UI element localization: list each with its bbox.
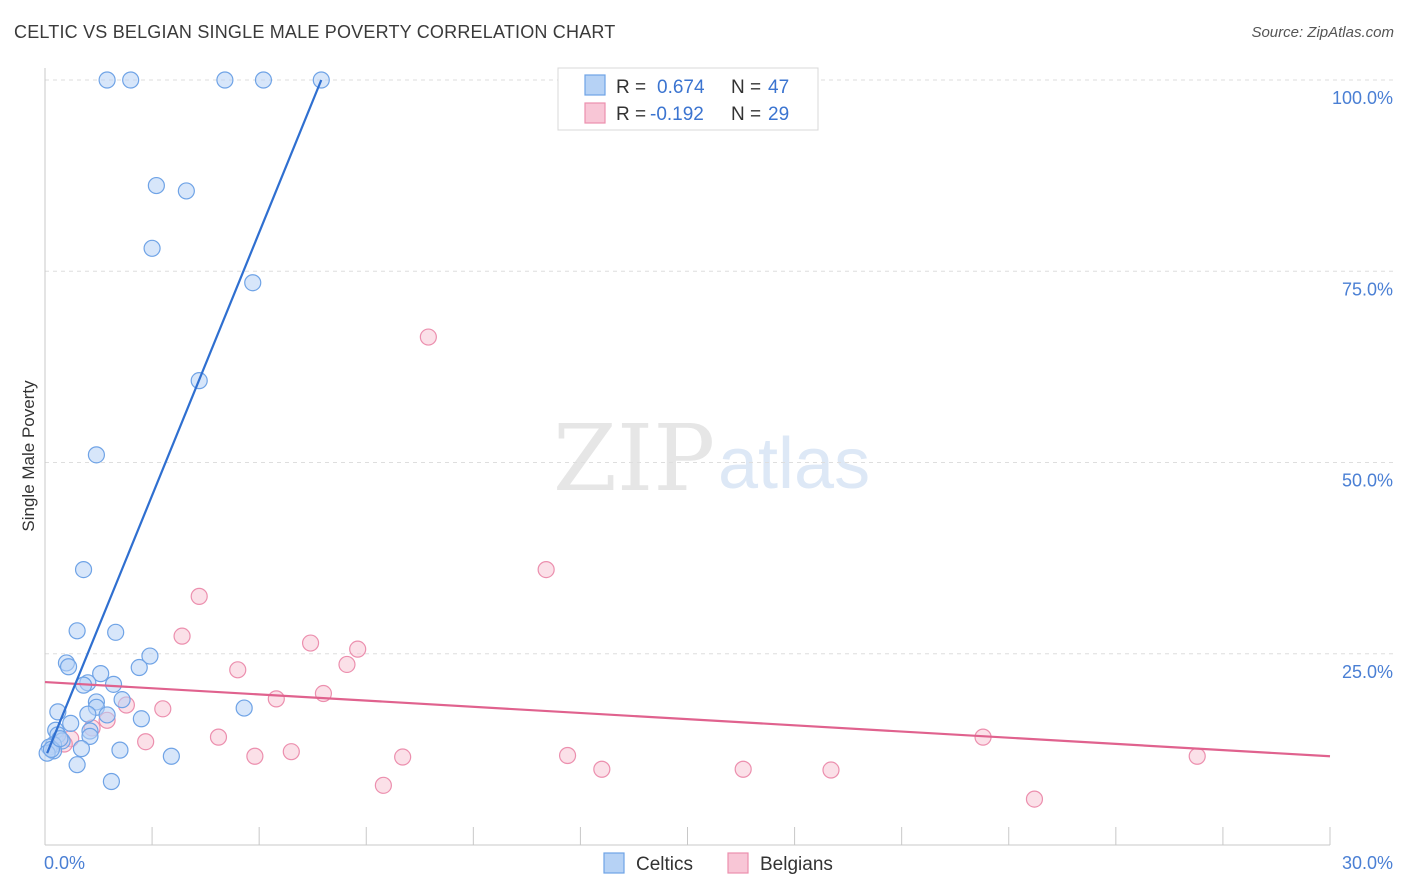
stats-legend: R = 0.674 N = 47 R = -0.192 N = 29 [557,67,819,131]
series-legend-label-belgians: Belgians [760,854,833,875]
belgian-point [1188,747,1206,765]
source-credit: Source: ZipAtlas.com [1251,24,1394,41]
celtic-point [104,675,123,693]
belgian-point [558,746,577,765]
legend-r-label-belgian: R = [616,104,646,125]
celtic-point [102,772,120,791]
watermark-zip: ZIP [553,405,715,512]
belgian-point [229,661,247,679]
celtic-point [235,699,253,717]
series-legend-swatch-belgians [727,852,749,874]
legend-n-value-belgian: 29 [768,104,789,125]
x-tick-label-min: 0.0% [44,853,85,873]
belgian-point [394,748,412,766]
celtic-point [141,647,159,665]
legend-n-value-celtic: 47 [768,77,789,98]
celtic-point [244,274,262,292]
belgian-point [1025,790,1044,808]
belgian-point [822,761,840,779]
celtic-point [216,71,234,89]
belgian-point [301,634,320,652]
belgian-point [209,728,228,746]
y-tick-label: 50.0% [1342,471,1393,491]
celtic-point [59,658,78,676]
celtic-point [62,714,80,732]
legend-n-label-belgian: N = [731,104,761,125]
gridlines [45,79,1393,655]
legend-swatch-belgian [584,102,606,124]
celtic-point [177,182,195,200]
belgian-point [374,776,392,794]
belgian-point [246,747,264,765]
celtic-point [72,740,91,758]
belgian-point [734,760,752,778]
celtic-point [92,665,110,683]
belgian-point [190,587,208,605]
belgian-point [537,560,555,579]
x-axis-ticks [44,827,1331,845]
celtic-point [147,176,165,195]
y-tick-label: 75.0% [1342,279,1393,299]
y-axis-tick-labels: 100.0% 75.0% 50.0% 25.0% [1332,88,1393,682]
legend-r-value-celtic: 0.674 [657,77,705,98]
y-axis-label: Single Male Poverty [19,380,38,532]
celtic-point [254,71,273,89]
celtic-trendline [46,79,323,754]
belgian-point [137,733,155,751]
belgian-trendline [44,680,1331,758]
belgian-point [282,743,300,761]
belgian-point [154,700,172,718]
x-tick-label-max: 30.0% [1342,853,1393,873]
watermark-atlas: atlas [718,424,870,504]
celtic-point [74,560,93,579]
celtic-point [98,706,116,724]
belgian-point [338,655,356,674]
series-legend-swatch-celtics [603,852,625,874]
celtic-point [122,71,140,89]
series-legend: Celtics Belgians [603,852,833,875]
celtic-point [130,658,148,677]
belgian-point [267,690,285,708]
celtic-point [87,446,106,464]
legend-swatch-celtic [584,74,606,96]
celtic-point [68,756,86,774]
celtic-point [132,710,150,728]
legend-n-label-celtic: N = [731,77,761,98]
belgian-points [55,328,1206,808]
belgian-point [593,760,611,778]
celtic-point [143,239,161,257]
celtic-point [162,747,180,765]
legend-r-value-belgian: -0.192 [650,104,704,125]
celtic-point [98,71,116,89]
celtic-point [81,727,99,745]
belgian-point [419,328,437,346]
legend-r-label-celtic: R = [616,77,646,98]
celtic-point [68,622,86,640]
y-tick-label: 25.0% [1342,662,1393,682]
celtic-point [107,623,125,641]
belgian-point [173,627,191,645]
series-legend-label-celtics: Celtics [636,854,693,875]
celtic-point [111,741,129,759]
celtic-point [79,705,97,723]
celtic-points [38,71,330,791]
y-tick-label: 100.0% [1332,88,1393,108]
celtic-point [113,691,131,709]
belgian-point [349,640,367,658]
chart-title: CELTIC VS BELGIAN SINGLE MALE POVERTY CO… [14,22,616,42]
